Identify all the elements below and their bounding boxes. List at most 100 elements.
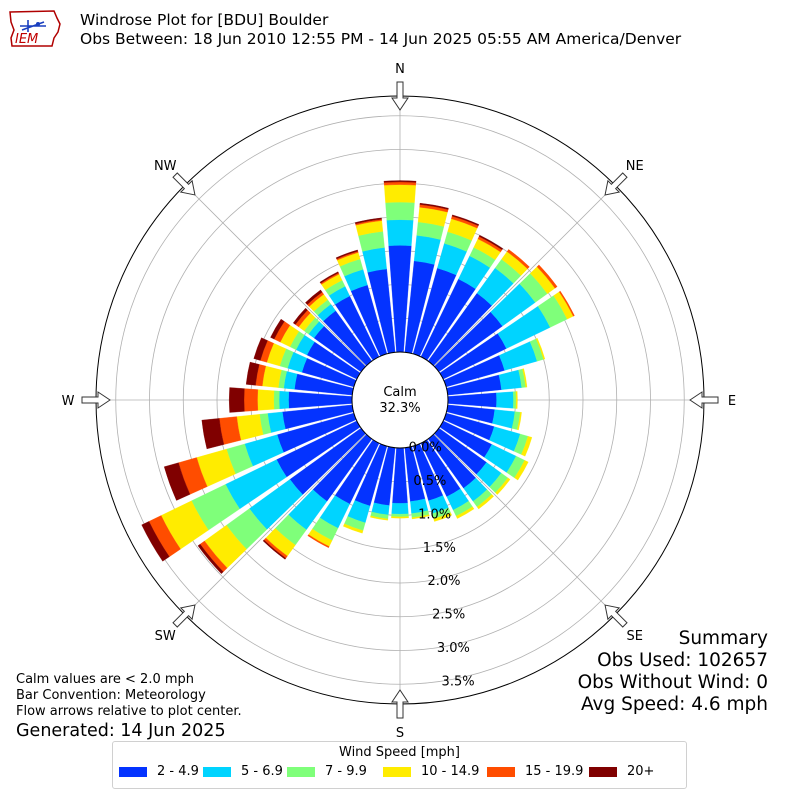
grid-spoke bbox=[184, 184, 367, 367]
bar-segment-30-5 bbox=[478, 235, 504, 250]
compass-labels: N NE E SE S SW W NW bbox=[62, 62, 737, 740]
bar-segment-20-5 bbox=[451, 214, 480, 226]
note-calm-definition: Calm values are < 2.0 mph bbox=[16, 672, 195, 687]
bar-segment-10-1 bbox=[413, 235, 441, 265]
bar-segment-200-3 bbox=[343, 523, 364, 534]
legend-swatch bbox=[383, 766, 411, 777]
calm-circle: Calm 32.3% bbox=[351, 351, 449, 449]
windrose-bars bbox=[141, 180, 575, 574]
legend-swatch bbox=[119, 766, 147, 777]
legend-item: 2 - 4.9 bbox=[119, 764, 199, 779]
legend-item: 7 - 9.9 bbox=[287, 764, 367, 779]
calm-value: 32.3% bbox=[379, 401, 420, 416]
iem-logo: IEM bbox=[8, 8, 64, 50]
bar-segment-350-5 bbox=[354, 217, 382, 225]
bar-segment-0-3 bbox=[384, 184, 416, 203]
bar-segment-180-1 bbox=[391, 502, 409, 515]
legend-title: Wind Speed [mph] bbox=[339, 745, 460, 760]
chart-subtitle: Obs Between: 18 Jun 2010 12:55 PM - 14 J… bbox=[80, 30, 682, 48]
bar-segment-60-4 bbox=[558, 290, 575, 317]
legend-swatch bbox=[203, 766, 231, 777]
bar-segment-0-4 bbox=[383, 181, 417, 186]
flow-arrow-icon bbox=[172, 172, 196, 196]
bar-segment-100-1 bbox=[492, 409, 516, 429]
summary-box: Summary Obs Used: 102657 Obs Without Win… bbox=[578, 628, 768, 716]
bar-segment-180-0 bbox=[392, 447, 408, 504]
compass-label-nw: NW bbox=[154, 159, 177, 174]
radial-tick-label: 0.5% bbox=[413, 474, 446, 489]
legend-label: 10 - 14.9 bbox=[421, 764, 480, 779]
bar-segment-270-2 bbox=[273, 390, 280, 410]
bar-segment-340-5 bbox=[335, 249, 359, 260]
chart-title: Windrose Plot for [BDU] Boulder bbox=[80, 11, 329, 29]
legend-swatch bbox=[589, 766, 617, 777]
compass-label-e: E bbox=[728, 394, 736, 409]
flow-arrow-icon bbox=[604, 172, 628, 196]
summary-obs-without-wind: Obs Without Wind: 0 bbox=[577, 672, 768, 693]
bar-segment-120-3 bbox=[514, 460, 529, 481]
legend-label: 20+ bbox=[627, 764, 655, 779]
bar-segment-80-3 bbox=[522, 368, 528, 388]
bar-segment-10-5 bbox=[419, 202, 449, 210]
radial-tick-label: 1.0% bbox=[418, 507, 451, 522]
flow-arrow-icon bbox=[391, 81, 409, 111]
bar-segment-90-0 bbox=[447, 392, 497, 408]
legend-swatch bbox=[287, 766, 315, 777]
bar-segment-90-2 bbox=[513, 391, 517, 409]
radial-tick-label: 0.0% bbox=[409, 441, 442, 456]
flow-arrow-icon bbox=[391, 689, 409, 719]
chart-header: Windrose Plot for [BDU] Boulder Obs Betw… bbox=[80, 11, 681, 49]
bar-segment-190-3 bbox=[370, 515, 389, 521]
bar-segment-220-5 bbox=[262, 539, 287, 560]
legend-label: 2 - 4.9 bbox=[157, 764, 199, 779]
legend-item: 20+ bbox=[589, 764, 654, 779]
bar-segment-280-5 bbox=[245, 361, 260, 386]
bar-segment-0-5 bbox=[383, 180, 417, 183]
bar-segment-270-4 bbox=[243, 388, 259, 412]
bar-segment-330-5 bbox=[319, 271, 339, 284]
compass-label-sw: SW bbox=[155, 629, 176, 644]
legend-item: 10 - 14.9 bbox=[383, 764, 479, 779]
calm-label: Calm bbox=[383, 385, 416, 400]
flow-arrows bbox=[81, 81, 719, 719]
bar-segment-50-4 bbox=[536, 264, 558, 289]
bar-segment-0-1 bbox=[386, 219, 414, 246]
bar-segment-160-3 bbox=[433, 512, 452, 522]
bar-segment-350-1 bbox=[362, 247, 387, 273]
legend-label: 5 - 6.9 bbox=[241, 764, 283, 779]
grid-spoke bbox=[184, 433, 367, 616]
summary-heading: Summary bbox=[678, 628, 768, 649]
summary-obs-used: Obs Used: 102657 bbox=[597, 650, 768, 671]
generated-date: Generated: 14 Jun 2025 bbox=[16, 721, 226, 741]
legend-items: 2 - 4.9 5 - 6.9 7 - 9.9 10 - 14.9 15 - 19.9 2… bbox=[113, 760, 686, 784]
radial-tick-label: 2.0% bbox=[427, 574, 460, 589]
logo-text: IEM bbox=[15, 32, 38, 47]
compass-label-se: SE bbox=[627, 629, 643, 644]
windrose-chart: Calm 32.3% 0.0% 0.5% 1.0% 1.5% 2.0% 2.5% 3.0% 3… bbox=[62, 62, 737, 740]
bar-segment-130-3 bbox=[495, 477, 511, 495]
note-flow-arrows: Flow arrows relative to plot center. bbox=[16, 704, 242, 719]
summary-avg-speed: Avg Speed: 4.6 mph bbox=[580, 694, 768, 715]
bar-segment-290-5 bbox=[253, 337, 268, 361]
bar-segment-90-3 bbox=[515, 391, 518, 409]
radial-tick-label: 3.5% bbox=[442, 674, 475, 689]
note-bar-convention: Bar Convention: Meteorology bbox=[16, 688, 206, 703]
bar-segment-310-5 bbox=[292, 307, 308, 325]
calm-circle-shape bbox=[351, 351, 449, 449]
bar-segment-100-3 bbox=[517, 412, 522, 431]
bar-segment-300-5 bbox=[270, 318, 285, 340]
bar-segment-210-4 bbox=[307, 534, 330, 548]
bar-segment-90-1 bbox=[496, 391, 514, 409]
iowa-state-logo-icon: IEM bbox=[9, 10, 61, 47]
bar-segment-320-5 bbox=[305, 289, 323, 305]
bar-segment-240-5 bbox=[141, 521, 170, 562]
flow-arrow-icon bbox=[689, 391, 719, 409]
legend-item: 15 - 19.9 bbox=[487, 764, 583, 779]
bar-segment-250-5 bbox=[163, 462, 191, 501]
bar-segment-150-3 bbox=[455, 506, 475, 519]
bar-segment-180-3 bbox=[391, 516, 409, 519]
flow-arrow-icon bbox=[604, 604, 628, 628]
radial-tick-label: 3.0% bbox=[437, 641, 470, 656]
grid-spoke bbox=[433, 433, 616, 616]
radial-tick-label: 2.5% bbox=[432, 608, 465, 623]
